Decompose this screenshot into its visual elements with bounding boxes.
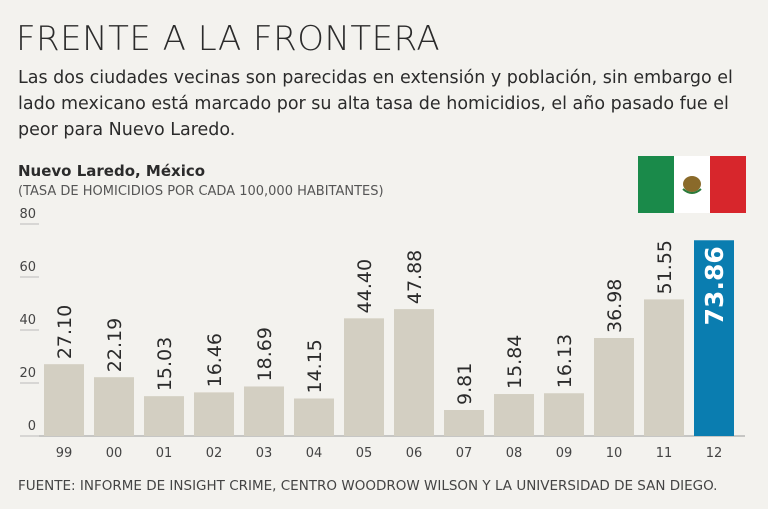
y-tick-label: 40: [19, 313, 36, 328]
y-tick-label: 80: [19, 207, 36, 222]
value-label: 15.84: [504, 335, 526, 389]
bar: [444, 410, 484, 436]
description: peor para Nuevo Laredo.: [18, 120, 235, 140]
bar: [344, 318, 384, 436]
bar: [294, 398, 334, 436]
flag: [638, 156, 746, 213]
x-tick-label: 00: [106, 446, 123, 461]
x-tick-label: 03: [256, 446, 273, 461]
bar: [594, 338, 634, 436]
value-label: 51.55: [654, 240, 676, 294]
description: Las dos ciudades vecinas son parecidas e…: [18, 68, 733, 88]
bar: [244, 386, 284, 436]
x-tick-label: 05: [356, 446, 373, 461]
x-tick-label: 07: [456, 446, 473, 461]
y-tick-label: 20: [19, 366, 36, 381]
x-tick-label: 02: [206, 446, 223, 461]
value-label: 22.19: [104, 318, 126, 372]
x-tick-label: 12: [706, 446, 723, 461]
page-title: FRENTE A LA FRONTERA: [16, 19, 440, 59]
bar: [94, 377, 134, 436]
chart-title: Nuevo Laredo, México: [18, 162, 205, 180]
x-tick-label: 99: [56, 446, 73, 461]
x-tick-label: 01: [156, 446, 173, 461]
x-tick-label: 10: [606, 446, 623, 461]
value-label: 16.13: [554, 334, 576, 388]
bar: [644, 299, 684, 436]
value-label: 16.46: [204, 333, 226, 387]
bar: [144, 396, 184, 436]
bar: [44, 364, 84, 436]
value-label: 14.15: [304, 339, 326, 393]
value-label: 18.69: [254, 327, 276, 381]
x-tick-label: 11: [656, 446, 673, 461]
x-tick-label: 06: [406, 446, 423, 461]
value-label: 73.86: [700, 246, 729, 325]
value-label: 44.40: [354, 259, 376, 313]
x-tick-label: 08: [506, 446, 523, 461]
value-label: 47.88: [404, 250, 426, 304]
y-tick-label: 60: [19, 260, 36, 275]
source: FUENTE: INFORME DE INSIGHT CRIME, CENTRO…: [18, 478, 717, 494]
chart-subtitle: (TASA DE HOMICIDIOS POR CADA 100,000 HAB…: [18, 184, 384, 199]
y-tick-label: 0: [28, 419, 36, 434]
bar: [544, 393, 584, 436]
value-label: 9.81: [454, 363, 476, 405]
value-label: 15.03: [154, 337, 176, 391]
bar: [494, 394, 534, 436]
description: lado mexicano está marcado por su alta t…: [18, 94, 729, 114]
value-label: 36.98: [604, 279, 626, 333]
value-label: 27.10: [54, 305, 76, 359]
bar: [694, 240, 734, 436]
bar: [194, 392, 234, 436]
x-tick-label: 09: [556, 446, 573, 461]
bar: [394, 309, 434, 436]
x-tick-label: 04: [306, 446, 323, 461]
